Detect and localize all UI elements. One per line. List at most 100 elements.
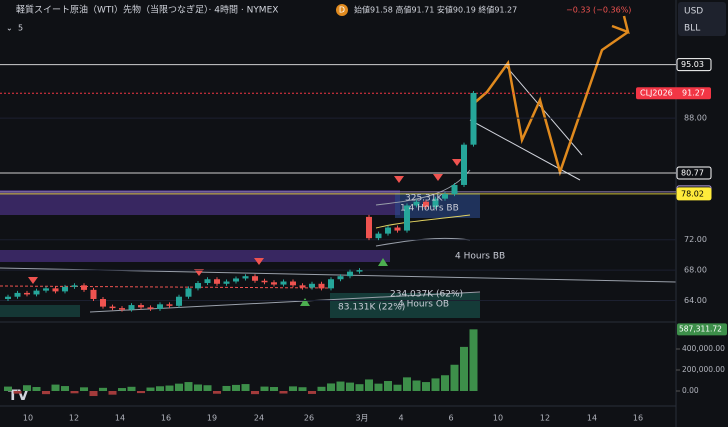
volume-bar (42, 391, 50, 395)
x-tick-label: 12 (69, 414, 79, 423)
volume-bar (232, 384, 240, 391)
y-tick-label: 68.00 (684, 266, 707, 275)
chart-title: 軽質スイート原油（WTI）先物（当限つなぎ足）· 4時間 · NYMEX (16, 4, 278, 16)
indicator-toggle[interactable]: ⌄ (6, 24, 13, 33)
candle-body (413, 201, 420, 206)
x-tick-label: 3月 (355, 414, 368, 423)
volume-bar (194, 384, 202, 391)
volume-bar (80, 387, 88, 391)
volume-bar (165, 385, 174, 391)
candle-body (252, 276, 258, 281)
candle-body (119, 308, 125, 310)
indicator-count[interactable]: 5 (18, 24, 23, 33)
volume-bar (23, 385, 31, 391)
green-zone (0, 305, 80, 317)
candle-body (290, 281, 296, 286)
green-zone (330, 293, 480, 318)
volume-bar (61, 386, 69, 391)
volume-tag-label: 587,311.72 (679, 324, 722, 333)
candle-body (366, 216, 372, 239)
volume-bar (441, 375, 449, 391)
x-tick-label: 24 (254, 414, 264, 423)
x-tick-label: 6 (448, 414, 453, 423)
volume-bar (137, 391, 145, 394)
volume-bar (213, 391, 221, 394)
x-tick-label: 16 (633, 414, 643, 423)
volume-bar (4, 386, 12, 391)
candle-body (309, 283, 315, 288)
candle-body (100, 298, 106, 307)
x-tick-label: 14 (587, 414, 597, 423)
trend-line (0, 285, 331, 289)
volume-bar (422, 382, 430, 391)
trend-line (89, 291, 481, 313)
candle-body (223, 281, 230, 284)
annotation: 1 4 Hours BB (400, 204, 459, 214)
annotation: 83.131K (22%) (338, 303, 405, 313)
logo: TV (8, 388, 29, 404)
candle-body (185, 288, 192, 297)
candle-body (14, 292, 21, 297)
unit-box[interactable] (678, 2, 726, 36)
unit: BLL (684, 24, 700, 34)
change: −0.33 (−0.36%) (566, 6, 631, 15)
y-tick-label: 64.00 (684, 296, 707, 305)
candle-body (195, 283, 201, 289)
x-tick-label: 19 (207, 414, 217, 423)
candle-body (62, 286, 68, 292)
annotation: 4 Hours OB (398, 300, 449, 310)
candle-body (24, 292, 30, 295)
volume-tag (677, 323, 727, 336)
candle-body (52, 288, 59, 292)
candle-body (347, 271, 353, 277)
volume-bar (184, 382, 193, 391)
volume-bar (70, 391, 79, 394)
candle-body (138, 305, 144, 308)
candle-body (5, 296, 11, 299)
candle-body (423, 201, 429, 208)
volume-bar (431, 378, 440, 391)
annotation: 4 Hours BB (455, 252, 505, 262)
candle-body (318, 283, 325, 289)
candle-body (432, 198, 439, 208)
volume-bar (175, 383, 183, 391)
volume-bar (450, 364, 459, 391)
ohlc: 始値91.58 高値91.71 安値90.19 終値91.27 (354, 5, 517, 15)
x-tick-label: 12 (540, 414, 550, 423)
candle-body (109, 306, 116, 309)
volume-bar (317, 386, 326, 391)
candle-body (242, 276, 249, 279)
level-tag (676, 166, 712, 180)
volume-bar (327, 383, 335, 391)
candle-body (128, 305, 135, 310)
last-price: 91.27 (682, 89, 705, 98)
volume-bar (460, 346, 468, 391)
candle-body (337, 276, 344, 280)
last-price-tag (636, 87, 711, 100)
candle-body (176, 296, 182, 306)
candle-body (71, 285, 78, 287)
candle-body (233, 278, 239, 282)
candle-body (375, 233, 382, 239)
level-tag (676, 187, 712, 201)
volume-bar (355, 384, 364, 391)
volume-bar (241, 384, 250, 391)
badge-text: D (339, 6, 345, 15)
volume-bar (13, 391, 22, 394)
candle-body (280, 281, 287, 285)
candle-body (214, 279, 220, 284)
candle-body (204, 279, 211, 284)
candle-body (328, 279, 334, 289)
candle-body (394, 227, 401, 231)
volume-bar (308, 391, 316, 394)
x-tick-label: 14 (115, 414, 125, 423)
level-label: 78.02 (681, 189, 704, 198)
projection-path (471, 30, 629, 177)
level-label: 95.03 (681, 60, 704, 69)
volume-bar (384, 381, 392, 391)
volume-bar (298, 387, 307, 391)
candle-body (299, 285, 306, 288)
volume-bar (336, 381, 345, 391)
candle-body (356, 270, 363, 272)
